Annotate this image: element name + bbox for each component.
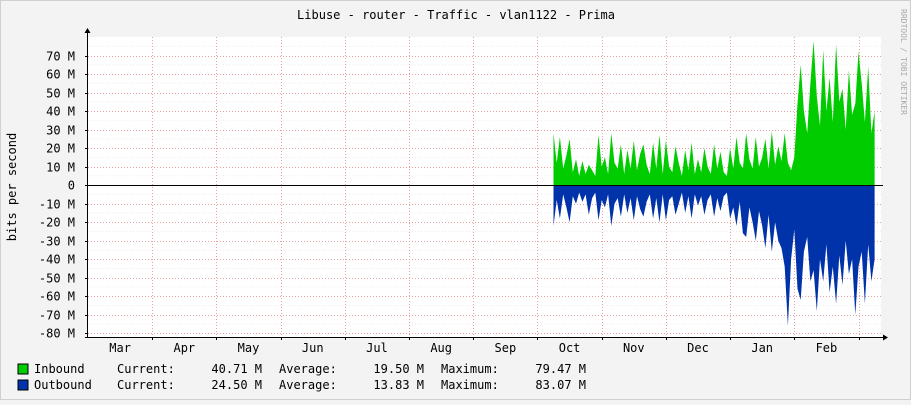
outbound-current-value: 24.50 M (211, 378, 262, 392)
y-axis-label: bits per second (5, 133, 19, 241)
chart-title: Libuse - router - Traffic - vlan1122 - P… (297, 8, 615, 22)
inbound-maximum-value: 79.47 M (535, 362, 586, 376)
y-tick-label: 40 M (46, 105, 75, 119)
x-tick-label: Jun (302, 341, 324, 355)
y-tick-label: 70 M (46, 50, 75, 64)
y-tick-label: -60 M (39, 290, 75, 304)
x-tick-label: Feb (816, 341, 838, 355)
y-tick-label: -10 M (39, 198, 75, 212)
y-tick-label: -50 M (39, 272, 75, 286)
y-axis-arrow (84, 28, 91, 33)
x-tick-label: Oct (559, 341, 581, 355)
inbound-legend-row: Inbound Current: 40.71 M Average: 19.50 M Max… (34, 362, 586, 376)
y-tick-label: 20 M (46, 142, 75, 156)
x-tick-label: Nov (623, 341, 645, 355)
x-tick-label: Aug (430, 341, 452, 355)
y-tick-label: 50 M (46, 87, 75, 101)
outbound-current-label: Current: (117, 378, 175, 392)
x-tick-label: Mar (109, 341, 131, 355)
axes: 70 M 60 M 50 M 40 M 30 M 20 M 10 M 0 -10 M -20 M -… (39, 28, 888, 355)
inbound-current-value: 40.71 M (211, 362, 262, 376)
outbound-legend-label: Outbound (34, 378, 92, 392)
inbound-legend-label: Inbound (34, 362, 85, 376)
x-tick-label: Sep (495, 341, 517, 355)
legend: Inbound Current: 40.71 M Average: 19.50 M Max… (17, 362, 586, 392)
y-tick-label: 0 (68, 179, 75, 193)
x-tick-label: May (238, 341, 260, 355)
data-areas (553, 40, 875, 326)
y-tick-label: -30 M (39, 235, 75, 249)
x-tick-label: Jul (366, 341, 388, 355)
y-tick-label: -70 M (39, 309, 75, 323)
y-tick-label: 30 M (46, 124, 75, 138)
inbound-average-label: Average: (279, 362, 337, 376)
outbound-legend-swatch (17, 379, 29, 391)
inbound-legend-swatch (17, 363, 29, 375)
y-tick-label: 60 M (46, 68, 75, 82)
outbound-average-label: Average: (279, 378, 337, 392)
inbound-average-value: 19.50 M (373, 362, 424, 376)
outbound-area (553, 185, 875, 326)
y-tick-label: 10 M (46, 161, 75, 175)
rrdtool-watermark: RRDTOOL / TOBI OETIKER (899, 9, 908, 115)
x-tick-label: Apr (173, 341, 195, 355)
y-tick-label: -40 M (39, 253, 75, 267)
x-tick-label: Jan (751, 341, 773, 355)
outbound-average-value: 13.83 M (373, 378, 424, 392)
inbound-current-label: Current: (117, 362, 175, 376)
y-tick-label: -80 M (39, 327, 75, 341)
outbound-maximum-value: 83.07 M (535, 378, 586, 392)
inbound-area (553, 40, 875, 186)
inbound-maximum-label: Maximum: (441, 362, 499, 376)
outbound-legend-row: Outbound Current: 24.50 M Average: 13.83 M Ma… (34, 378, 586, 392)
outbound-maximum-label: Maximum: (441, 378, 499, 392)
y-tick-label: -20 M (39, 216, 75, 230)
x-axis-arrow (883, 334, 888, 341)
x-tick-label: Dec (687, 341, 709, 355)
